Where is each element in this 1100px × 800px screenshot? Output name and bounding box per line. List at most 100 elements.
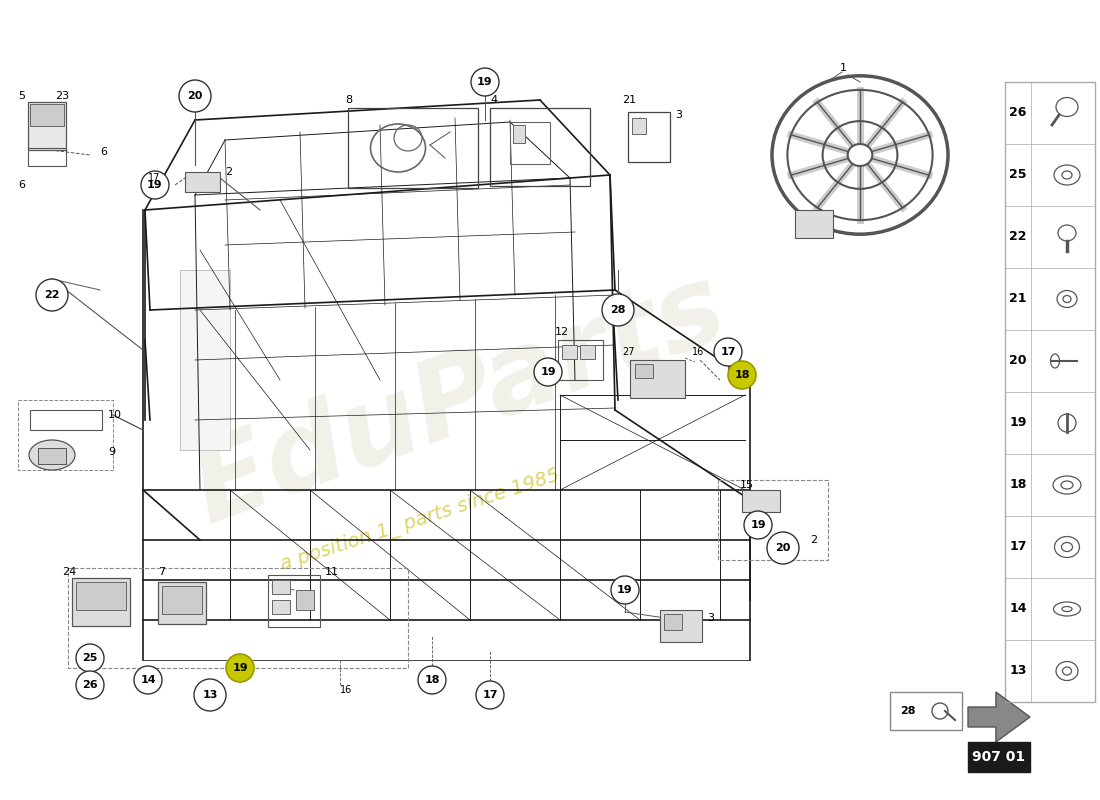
- Circle shape: [610, 576, 639, 604]
- Bar: [795, 210, 833, 238]
- Bar: [39, 448, 66, 464]
- Circle shape: [141, 171, 169, 199]
- Circle shape: [714, 338, 742, 366]
- Text: 20: 20: [776, 543, 791, 553]
- Text: 1: 1: [840, 63, 847, 73]
- Text: 17: 17: [720, 347, 736, 357]
- Text: 14: 14: [140, 675, 156, 685]
- Text: 7: 7: [158, 567, 165, 577]
- Text: 16: 16: [340, 685, 352, 695]
- Ellipse shape: [1062, 171, 1072, 179]
- Text: 12: 12: [556, 327, 569, 337]
- Circle shape: [471, 68, 499, 96]
- Circle shape: [767, 532, 799, 564]
- Circle shape: [602, 294, 634, 326]
- Bar: [272, 600, 290, 614]
- Circle shape: [226, 654, 254, 682]
- Text: 13: 13: [1010, 665, 1026, 678]
- Text: 26: 26: [82, 680, 98, 690]
- Text: 20: 20: [187, 91, 202, 101]
- Circle shape: [36, 279, 68, 311]
- Text: 28: 28: [900, 706, 915, 716]
- Text: 907 01: 907 01: [972, 750, 1025, 764]
- Circle shape: [179, 80, 211, 112]
- Circle shape: [134, 666, 162, 694]
- Ellipse shape: [848, 144, 872, 166]
- Bar: [742, 490, 780, 512]
- Text: 6: 6: [100, 147, 107, 157]
- Text: 18: 18: [735, 370, 750, 380]
- Text: 19: 19: [147, 180, 163, 190]
- Text: 14: 14: [1010, 602, 1026, 615]
- Text: 19: 19: [617, 585, 632, 595]
- Text: 24: 24: [62, 567, 76, 577]
- Bar: [490, 108, 590, 186]
- Text: 25: 25: [1010, 169, 1026, 182]
- Circle shape: [418, 666, 446, 694]
- Text: a position 1_ parts since 1985: a position 1_ parts since 1985: [278, 466, 562, 574]
- Bar: [890, 692, 962, 730]
- Bar: [660, 610, 702, 642]
- Text: 15: 15: [740, 480, 754, 490]
- Text: 5: 5: [18, 91, 25, 101]
- Text: 3: 3: [707, 613, 714, 623]
- Ellipse shape: [29, 440, 75, 470]
- Ellipse shape: [1063, 295, 1071, 302]
- Bar: [664, 614, 682, 630]
- Text: 19: 19: [750, 520, 766, 530]
- Text: 22: 22: [1010, 230, 1026, 243]
- Bar: [18, 400, 113, 470]
- Bar: [28, 148, 66, 166]
- Bar: [562, 345, 578, 359]
- Bar: [580, 345, 595, 359]
- Bar: [180, 270, 230, 450]
- Text: 13: 13: [202, 690, 218, 700]
- Bar: [513, 125, 525, 143]
- Ellipse shape: [1062, 542, 1072, 551]
- Text: 22: 22: [44, 290, 59, 300]
- Circle shape: [476, 681, 504, 709]
- Text: 10: 10: [108, 410, 122, 420]
- Bar: [68, 568, 408, 668]
- Text: EduParts: EduParts: [179, 254, 740, 546]
- Text: 11: 11: [324, 567, 339, 577]
- Bar: [628, 112, 670, 162]
- Text: 2: 2: [226, 167, 232, 177]
- Text: 19: 19: [232, 663, 248, 673]
- Text: 3: 3: [675, 110, 682, 120]
- Bar: [632, 118, 646, 134]
- Text: 16: 16: [692, 347, 704, 357]
- Bar: [510, 122, 550, 164]
- Ellipse shape: [1063, 667, 1071, 675]
- Text: 26: 26: [1010, 106, 1026, 119]
- Circle shape: [76, 671, 104, 699]
- Bar: [30, 104, 64, 126]
- Text: 18: 18: [425, 675, 440, 685]
- Circle shape: [534, 358, 562, 386]
- Circle shape: [728, 361, 756, 389]
- Text: 27: 27: [621, 347, 635, 357]
- Bar: [162, 586, 202, 614]
- Bar: [30, 410, 102, 430]
- Text: 28: 28: [610, 305, 626, 315]
- Text: 20: 20: [1010, 354, 1026, 367]
- Text: 2: 2: [810, 535, 817, 545]
- Bar: [28, 102, 66, 150]
- Bar: [718, 480, 828, 560]
- Text: 25: 25: [82, 653, 98, 663]
- Bar: [635, 364, 653, 378]
- Circle shape: [744, 511, 772, 539]
- Text: 18: 18: [1010, 478, 1026, 491]
- Text: 19: 19: [540, 367, 556, 377]
- Text: 17: 17: [482, 690, 497, 700]
- Text: 6: 6: [18, 180, 25, 190]
- Text: 21: 21: [1010, 293, 1026, 306]
- Text: 17: 17: [148, 173, 161, 183]
- Circle shape: [194, 679, 226, 711]
- Bar: [558, 340, 603, 380]
- Text: 19: 19: [477, 77, 493, 87]
- Bar: [296, 590, 314, 610]
- Circle shape: [76, 644, 104, 672]
- Text: 23: 23: [55, 91, 69, 101]
- Bar: [1005, 82, 1094, 702]
